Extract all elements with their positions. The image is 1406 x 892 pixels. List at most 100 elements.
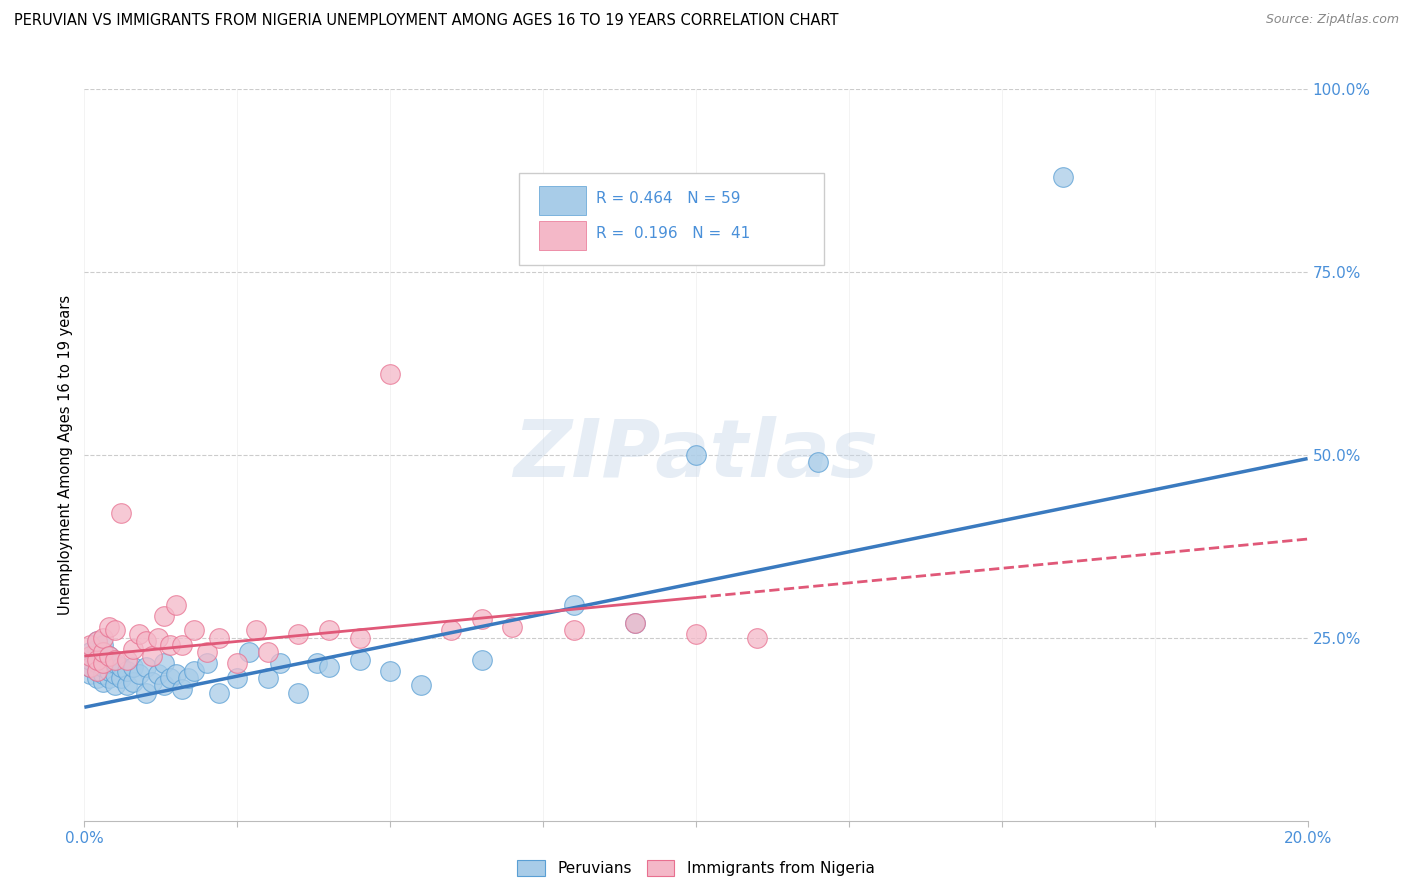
Point — [685, 448, 707, 462]
Point — [349, 631, 371, 645]
Point — [91, 657, 114, 671]
Point — [91, 631, 114, 645]
Point — [79, 660, 101, 674]
Point — [86, 634, 108, 648]
Point — [97, 649, 120, 664]
Point — [91, 638, 114, 652]
Point — [226, 657, 249, 671]
Point — [86, 671, 108, 685]
Point — [287, 686, 309, 700]
Point — [86, 641, 108, 656]
Point — [380, 664, 402, 678]
Point — [79, 645, 101, 659]
Point — [97, 657, 120, 671]
Point — [110, 671, 132, 685]
Point — [238, 645, 260, 659]
Point — [91, 645, 114, 659]
Point — [141, 674, 163, 689]
Point — [97, 671, 120, 685]
Point — [380, 368, 402, 382]
Point — [183, 664, 205, 678]
Point — [226, 671, 249, 685]
Point — [318, 624, 340, 638]
Point — [86, 664, 108, 678]
Point — [135, 660, 157, 674]
Point — [128, 627, 150, 641]
Point — [86, 657, 108, 671]
Point — [79, 653, 101, 667]
Point — [91, 667, 114, 681]
Point — [747, 631, 769, 645]
Point — [159, 671, 181, 685]
Point — [257, 671, 280, 685]
Point — [502, 620, 524, 634]
Point — [97, 649, 120, 664]
Point — [79, 667, 101, 681]
Point — [104, 653, 127, 667]
Point — [104, 657, 127, 671]
Point — [562, 598, 585, 612]
FancyBboxPatch shape — [519, 173, 824, 265]
Point — [110, 507, 132, 521]
Point — [104, 667, 127, 681]
Point — [97, 620, 120, 634]
Point — [287, 627, 309, 641]
Y-axis label: Unemployment Among Ages 16 to 19 years: Unemployment Among Ages 16 to 19 years — [58, 295, 73, 615]
Point — [685, 627, 707, 641]
Point — [104, 624, 127, 638]
Point — [1052, 169, 1074, 184]
Point — [245, 624, 267, 638]
Point — [135, 686, 157, 700]
Point — [183, 624, 205, 638]
Point — [195, 657, 218, 671]
Point — [122, 660, 145, 674]
Point — [349, 653, 371, 667]
Point — [318, 660, 340, 674]
Text: ZIPatlas: ZIPatlas — [513, 416, 879, 494]
Point — [471, 653, 494, 667]
Point — [91, 674, 114, 689]
Point — [146, 631, 169, 645]
Point — [128, 667, 150, 681]
Point — [471, 613, 494, 627]
Point — [257, 645, 280, 659]
Bar — [540, 221, 586, 250]
Text: PERUVIAN VS IMMIGRANTS FROM NIGERIA UNEMPLOYMENT AMONG AGES 16 TO 19 YEARS CORRE: PERUVIAN VS IMMIGRANTS FROM NIGERIA UNEM… — [14, 13, 838, 29]
Point — [440, 624, 463, 638]
Point — [86, 664, 108, 678]
Point — [86, 634, 108, 648]
Point — [79, 660, 101, 674]
Point — [624, 616, 647, 631]
Point — [141, 649, 163, 664]
Point — [79, 649, 101, 664]
Text: Source: ZipAtlas.com: Source: ZipAtlas.com — [1265, 13, 1399, 27]
Point — [305, 657, 328, 671]
Point — [153, 678, 176, 692]
Point — [159, 638, 181, 652]
Point — [110, 660, 132, 674]
Point — [562, 624, 585, 638]
Point — [104, 678, 127, 692]
Bar — [540, 186, 586, 215]
Point — [409, 678, 432, 692]
Point — [208, 686, 231, 700]
Point — [153, 657, 176, 671]
Point — [807, 455, 830, 469]
Point — [177, 671, 200, 685]
Point — [91, 645, 114, 659]
Point — [122, 674, 145, 689]
Point — [195, 645, 218, 659]
Point — [172, 681, 194, 696]
Point — [135, 634, 157, 648]
Point — [91, 660, 114, 674]
Text: R = 0.464   N = 59: R = 0.464 N = 59 — [596, 192, 740, 206]
Point — [97, 664, 120, 678]
Point — [146, 667, 169, 681]
Point — [165, 667, 187, 681]
Point — [172, 638, 194, 652]
Point — [86, 653, 108, 667]
Text: R =  0.196   N =  41: R = 0.196 N = 41 — [596, 226, 749, 241]
Point — [624, 616, 647, 631]
Point — [269, 657, 291, 671]
Point — [91, 653, 114, 667]
